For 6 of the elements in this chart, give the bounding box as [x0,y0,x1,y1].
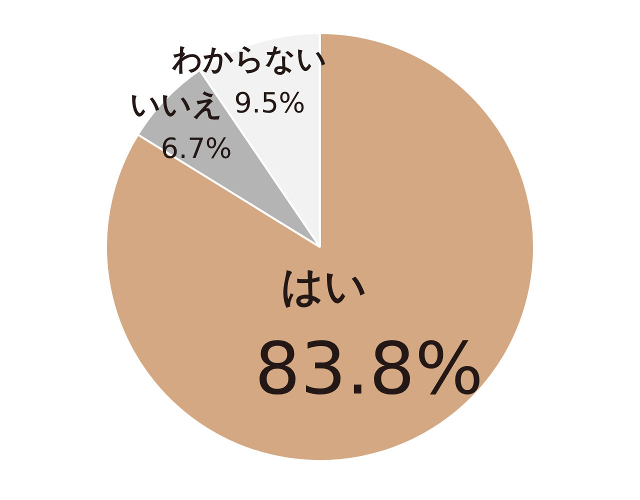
data-label: 83.8% [254,326,484,411]
slice-label: いいえ [130,87,223,122]
data-label: 6.7% [160,132,232,165]
slice-label: はい [281,262,368,311]
slice-label: わからない [172,42,328,78]
data-label: 9.5% [234,86,306,120]
